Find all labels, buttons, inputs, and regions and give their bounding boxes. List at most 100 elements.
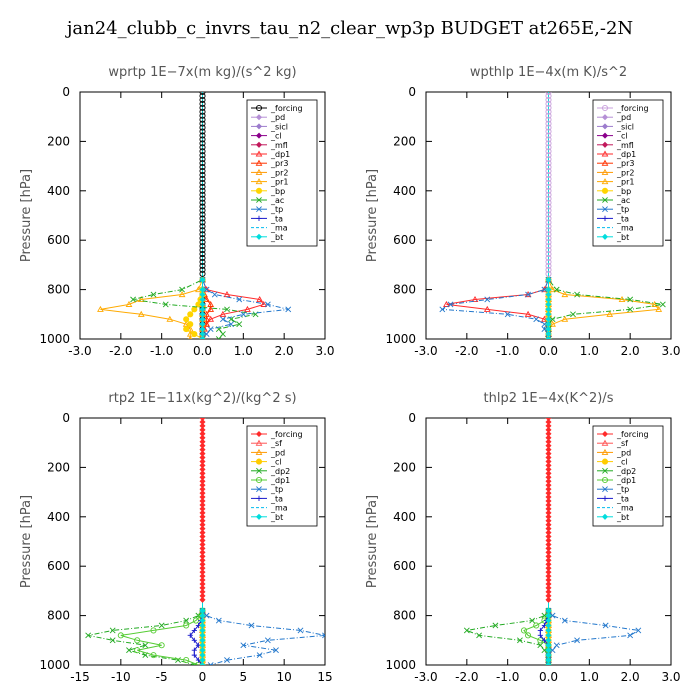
data-point-dp1 <box>256 295 264 303</box>
zero-profile-point <box>545 144 552 151</box>
data-point-bt <box>545 335 552 339</box>
legend-label: _ta <box>616 214 629 223</box>
x-tick-label: 10 <box>277 670 292 684</box>
x-tick-label: -3.0 <box>414 670 437 684</box>
data-point-pr1 <box>137 310 145 317</box>
data-point-dp2 <box>109 627 116 634</box>
legend-marker <box>256 486 262 493</box>
zero-profile-point <box>199 148 206 155</box>
legend-label: _tp <box>270 205 283 214</box>
data-point-ac <box>130 296 137 303</box>
zero-profile-point <box>199 124 206 131</box>
legend-marker <box>255 513 263 520</box>
legend-marker <box>602 467 608 474</box>
legend-marker <box>601 233 609 240</box>
zero-profile-point <box>199 108 206 115</box>
data-point-tp <box>285 306 292 313</box>
y-tick-label: 0 <box>62 85 70 99</box>
y-tick-label: 1000 <box>385 658 416 672</box>
data-point-ta <box>537 632 543 638</box>
figure-title: jan24_clubb_c_invrs_tau_n2_clear_wp3p BU… <box>66 18 634 39</box>
zero-profile-point <box>199 132 206 139</box>
zero-profile-point <box>545 128 552 135</box>
zero-profile-point <box>545 187 552 194</box>
data-point-tp <box>545 336 552 339</box>
panel-title: thlp2 1E−4x(K^2)/s <box>484 391 614 406</box>
legend-label: _pd <box>616 113 631 122</box>
y-tick-label: 400 <box>393 510 416 524</box>
x-tick-label: -2.0 <box>455 344 478 358</box>
legend-label: _tp <box>270 485 283 494</box>
x-tick-label: 0 <box>199 670 207 684</box>
data-point-tp <box>215 617 222 624</box>
data-point-bp <box>187 321 194 328</box>
legend-marker <box>256 197 262 203</box>
data-point-ac <box>224 306 230 313</box>
panel-title: wprtp 1E−7x(m kg)/(s^2 kg) <box>108 65 296 80</box>
legend-marker <box>601 159 609 166</box>
data-point-tp <box>236 296 243 303</box>
legend-label: _ma <box>270 224 288 233</box>
legend: _forcing_sf_pd_cl_dp2_dp1_tp_ta_ma_bt <box>592 425 664 527</box>
data-point-dp2 <box>109 637 116 644</box>
legend-label: _ac <box>270 196 284 205</box>
zero-profile-point <box>199 160 206 167</box>
legend: _forcing_sf_pd_cl_dp2_dp1_tp_ta_ma_bt <box>246 425 318 527</box>
data-point-tp <box>264 301 271 308</box>
panel-4: thlp2 1E−4x(K^2)/s Pressure [hPa] -3.0 -2.0… <box>365 391 681 684</box>
legend-label: _cl <box>270 132 282 141</box>
data-point-dp1 <box>150 652 157 659</box>
x-tick-label: -1.0 <box>150 344 173 358</box>
data-point-dp1 <box>158 642 165 649</box>
data-point-dp2 <box>492 622 499 629</box>
legend-marker <box>255 233 263 240</box>
data-point-pr3 <box>203 320 210 327</box>
data-point-ta <box>191 652 197 658</box>
legend-label: _bp <box>270 187 285 196</box>
zero-profile-point <box>545 92 552 100</box>
data-point-tp <box>219 316 226 323</box>
legend-marker <box>601 114 609 121</box>
zero-profile-point <box>545 239 552 246</box>
zero-profile-point <box>199 175 206 182</box>
zero-profile-point <box>199 187 206 194</box>
legend-marker <box>255 141 263 148</box>
legend-label: _pr1 <box>270 178 288 187</box>
data-point-dp1 <box>134 637 141 644</box>
data-point-tp <box>545 662 552 665</box>
legend-marker <box>255 439 263 446</box>
legend-marker <box>256 467 262 474</box>
zero-profile-point <box>545 120 552 127</box>
legend-marker <box>602 215 608 221</box>
data-point-ac <box>627 306 634 313</box>
panel-title: rtp2 1E−11x(kg^2)/(kg^2 s) <box>108 391 296 406</box>
legend-marker <box>601 123 609 130</box>
y-tick-label: 200 <box>393 134 416 148</box>
y-tick-label: 0 <box>408 411 416 425</box>
legend-label: _pr2 <box>270 168 288 177</box>
legend-label: _pr3 <box>270 159 288 168</box>
legend-label: _dp1 <box>616 476 636 485</box>
legend-label: _dp2 <box>270 467 290 476</box>
legend-marker <box>602 486 608 493</box>
legend-marker <box>601 168 609 175</box>
zero-profile-point <box>199 136 206 143</box>
plot-area <box>463 418 642 665</box>
x-tick-label: 3.0 <box>315 344 334 358</box>
data-point-pr1 <box>561 315 569 322</box>
x-tick-label: 2.0 <box>621 670 640 684</box>
data-point-bt <box>199 335 206 339</box>
zero-profile-point <box>545 164 552 171</box>
data-point-tp <box>504 311 511 318</box>
zero-profile-point <box>199 100 206 107</box>
legend-label: _forcing <box>616 104 649 113</box>
data-point-ta <box>191 627 197 634</box>
zero-profile-point <box>199 167 206 175</box>
data-point-dp1 <box>134 647 141 654</box>
data-point-dp1 <box>183 657 190 664</box>
data-point-tp <box>240 311 247 318</box>
legend-label: _sf <box>270 439 282 448</box>
zero-profile-point <box>199 120 206 127</box>
legend-marker <box>601 178 609 185</box>
legend-marker <box>255 448 263 455</box>
